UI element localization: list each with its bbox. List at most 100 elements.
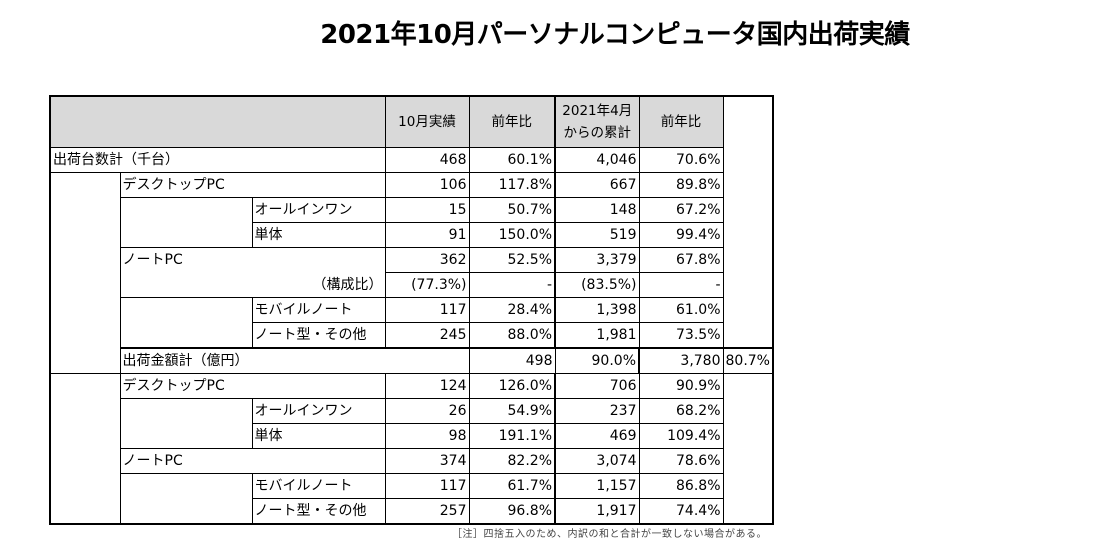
page-title: 2021年10月パーソナルコンピュータ国内出荷実績 — [320, 20, 910, 50]
indent-cell — [119, 473, 253, 525]
value-cell: 61.7% — [468, 473, 556, 499]
value-cell: 117.8% — [468, 172, 556, 198]
value-cell: 191.1% — [468, 423, 556, 449]
table-row: オールインワン 26 54.9% 237 68.2% — [50, 398, 773, 449]
table-row: モバイルノート 117 28.4% 1,398 61.0% — [50, 297, 773, 349]
value-cell: 80.7% — [722, 347, 774, 374]
value-cell: 237 — [554, 398, 640, 424]
value-cell: 99.4% — [638, 222, 724, 248]
table-row: ノート型・その他 245 88.0% 1,981 73.5% — [50, 322, 773, 349]
value-cell: 90.0% — [554, 347, 640, 374]
table-row: 出荷台数計（千台） 468 60.1% 4,046 70.6% — [49, 147, 773, 173]
value-cell: 106 — [384, 172, 470, 198]
shipment-table: 10月実績 前年比 2021年4月 からの累計 前年比 出荷台数計（千台） 468 6… — [49, 95, 774, 525]
table-row: ノートPC 362 52.5% 3,379 67.8% — [50, 247, 773, 273]
row-label: ノートPC — [119, 247, 386, 273]
value-cell: 469 — [554, 423, 640, 449]
value-cell: 4,046 — [554, 147, 640, 173]
indent-cell — [119, 197, 253, 248]
value-cell: - — [468, 272, 556, 298]
value-cell: 126.0% — [468, 373, 556, 399]
value-cell: 26 — [384, 398, 470, 424]
row-label: ノートPC — [119, 448, 386, 474]
row-label: ノート型・その他 — [251, 498, 386, 525]
header-month: 10月実績 — [384, 95, 470, 148]
value-cell: - — [638, 272, 724, 298]
value-cell: 73.5% — [638, 322, 724, 349]
footnote: ［注］四捨五入のため、内訳の和と合計が一致しない場合がある。 — [452, 529, 767, 540]
value-cell: 70.6% — [638, 147, 724, 173]
value-cell: 374 — [384, 448, 470, 474]
header-yoy: 前年比 — [468, 95, 556, 148]
value-cell: 257 — [384, 498, 470, 525]
value-cell: 148 — [554, 197, 640, 223]
indent-cell — [49, 172, 121, 374]
table-row: デスクトップPC 106 117.8% 667 89.8% — [49, 172, 773, 374]
table-row: 単体 98 191.1% 469 109.4% — [50, 423, 773, 449]
value-cell: 3,780 — [638, 347, 724, 374]
value-cell: 28.4% — [468, 297, 556, 323]
value-cell: 67.8% — [638, 247, 724, 273]
row-label: 単体 — [251, 222, 386, 248]
row-label: オールインワン — [251, 197, 386, 223]
value-cell: 117 — [384, 297, 470, 323]
value-cell: 667 — [554, 172, 640, 198]
table-row: 単体 91 150.0% 519 99.4% — [50, 222, 773, 248]
value-cell: 54.9% — [468, 398, 556, 424]
header-cumulative-line1: 2021年4月 — [562, 103, 633, 119]
row-label: モバイルノート — [251, 297, 386, 323]
value-cell: 98 — [384, 423, 470, 449]
value-cell: 61.0% — [638, 297, 724, 323]
indent-cell — [119, 398, 253, 449]
row-label: 単体 — [251, 423, 386, 449]
value-cell: 3,074 — [554, 448, 640, 474]
value-cell: 245 — [384, 322, 470, 349]
value-cell: 150.0% — [468, 222, 556, 248]
table-row: （構成比） (77.3%) - (83.5%) - — [50, 272, 773, 298]
row-label: オールインワン — [251, 398, 386, 424]
value-cell: 82.2% — [468, 448, 556, 474]
value-cell: 68.2% — [638, 398, 724, 424]
row-label: （構成比） — [119, 272, 386, 298]
value-cell: 52.5% — [468, 247, 556, 273]
indent-cell — [119, 297, 253, 349]
row-label: デスクトップPC — [119, 373, 386, 399]
value-cell: 1,157 — [554, 473, 640, 499]
value-cell: 88.0% — [468, 322, 556, 349]
value-cell: (77.3%) — [384, 272, 470, 298]
value-cell: 519 — [554, 222, 640, 248]
header-cumulative: 2021年4月 からの累計 — [554, 95, 640, 148]
value-cell: 362 — [384, 247, 470, 273]
value-cell: 3,379 — [554, 247, 640, 273]
value-cell: 1,398 — [554, 297, 640, 323]
row-label: デスクトップPC — [119, 172, 386, 198]
value-cell: (83.5%) — [554, 272, 640, 298]
table-row: オールインワン 15 50.7% 148 67.2% — [50, 197, 773, 248]
table-row: ノートPC 374 82.2% 3,074 78.6% — [50, 448, 773, 474]
value-cell: 1,917 — [554, 498, 640, 525]
value-cell: 60.1% — [468, 147, 556, 173]
value-cell: 78.6% — [638, 448, 724, 474]
row-label: 出荷台数計（千台） — [49, 147, 386, 173]
value-cell: 86.8% — [638, 473, 724, 499]
header-blank — [49, 95, 386, 148]
row-label: モバイルノート — [251, 473, 386, 499]
value-cell: 74.4% — [638, 498, 724, 525]
header-cumulative-line2: からの累計 — [563, 125, 632, 141]
value-cell: 15 — [384, 197, 470, 223]
value-cell: 117 — [384, 473, 470, 499]
value-cell: 109.4% — [638, 423, 724, 449]
value-cell: 498 — [468, 347, 556, 374]
header-cum-yoy: 前年比 — [638, 95, 724, 148]
value-cell: 124 — [384, 373, 470, 399]
value-cell: 468 — [384, 147, 470, 173]
indent-cell — [49, 373, 121, 525]
header-row: 10月実績 前年比 2021年4月 からの累計 前年比 — [49, 95, 773, 148]
value-cell: 706 — [554, 373, 640, 399]
table-row: モバイルノート 117 61.7% 1,157 86.8% — [50, 473, 773, 525]
value-cell: 1,981 — [554, 322, 640, 349]
value-cell: 89.8% — [638, 172, 724, 198]
value-cell: 50.7% — [468, 197, 556, 223]
table-row: デスクトップPC 124 126.0% 706 90.9% — [49, 373, 773, 525]
row-label: 出荷金額計（億円） — [119, 347, 470, 374]
